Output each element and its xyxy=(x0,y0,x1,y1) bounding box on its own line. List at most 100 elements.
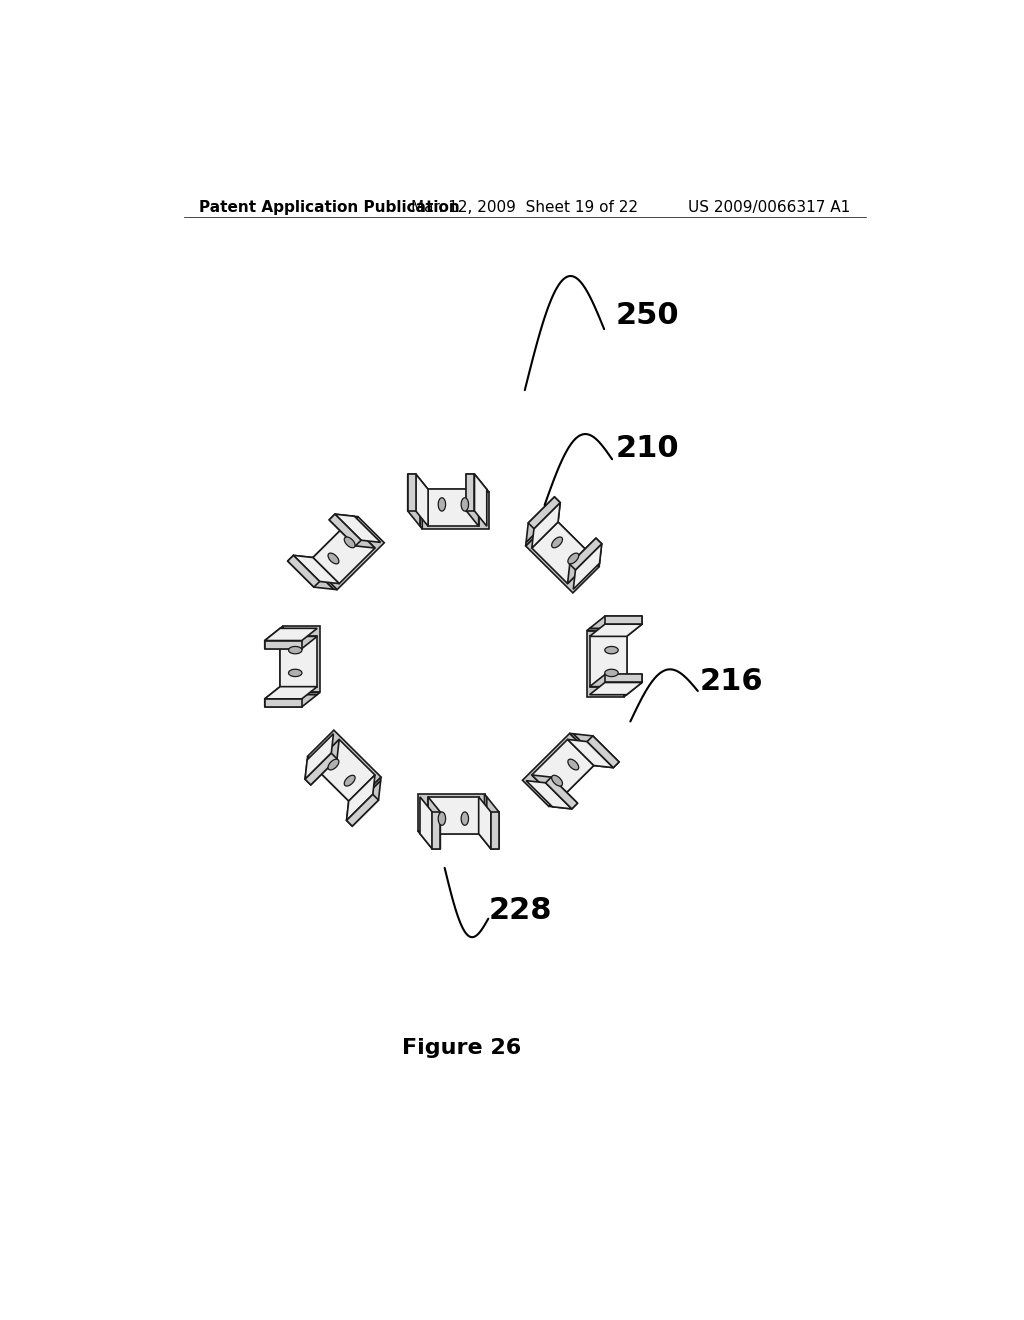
Polygon shape xyxy=(307,564,337,590)
Polygon shape xyxy=(526,780,571,809)
Polygon shape xyxy=(428,797,440,849)
Polygon shape xyxy=(568,553,579,564)
Polygon shape xyxy=(354,777,381,807)
Polygon shape xyxy=(590,616,642,628)
Polygon shape xyxy=(420,834,440,849)
Text: 210: 210 xyxy=(616,433,680,462)
Polygon shape xyxy=(567,739,613,768)
Polygon shape xyxy=(265,698,302,708)
Polygon shape xyxy=(552,537,562,548)
Polygon shape xyxy=(335,515,381,543)
Polygon shape xyxy=(344,537,355,548)
Polygon shape xyxy=(422,492,489,529)
Polygon shape xyxy=(346,801,354,826)
Polygon shape xyxy=(346,795,379,826)
Polygon shape xyxy=(420,797,432,849)
Polygon shape xyxy=(627,675,642,694)
Polygon shape xyxy=(289,647,302,653)
Polygon shape xyxy=(352,780,381,826)
Polygon shape xyxy=(587,628,627,631)
Polygon shape xyxy=(346,775,375,821)
Polygon shape xyxy=(307,730,381,803)
Polygon shape xyxy=(627,616,642,636)
Polygon shape xyxy=(590,624,642,636)
Polygon shape xyxy=(569,734,599,760)
Polygon shape xyxy=(265,628,281,648)
Polygon shape xyxy=(288,561,334,589)
Polygon shape xyxy=(289,669,302,677)
Polygon shape xyxy=(525,520,599,593)
Polygon shape xyxy=(265,694,317,708)
Polygon shape xyxy=(594,760,620,768)
Polygon shape xyxy=(428,490,478,527)
Polygon shape xyxy=(307,756,355,807)
Polygon shape xyxy=(484,795,486,834)
Polygon shape xyxy=(552,496,560,521)
Polygon shape xyxy=(573,544,602,589)
Text: US 2009/0066317 A1: US 2009/0066317 A1 xyxy=(688,199,850,215)
Polygon shape xyxy=(408,474,420,527)
Text: Mar. 12, 2009  Sheet 19 of 22: Mar. 12, 2009 Sheet 19 of 22 xyxy=(412,199,638,215)
Polygon shape xyxy=(305,734,334,779)
Polygon shape xyxy=(281,626,283,694)
Polygon shape xyxy=(605,647,618,653)
Polygon shape xyxy=(313,739,375,801)
Polygon shape xyxy=(305,754,337,785)
Polygon shape xyxy=(408,474,416,511)
Polygon shape xyxy=(528,496,560,528)
Polygon shape xyxy=(549,759,599,807)
Polygon shape xyxy=(408,474,428,490)
Polygon shape xyxy=(531,521,594,583)
Polygon shape xyxy=(478,834,499,849)
Polygon shape xyxy=(605,669,618,677)
Polygon shape xyxy=(522,734,596,807)
Polygon shape xyxy=(288,556,319,587)
Polygon shape xyxy=(478,797,490,849)
Polygon shape xyxy=(525,516,552,546)
Polygon shape xyxy=(265,686,317,698)
Polygon shape xyxy=(328,759,339,770)
Polygon shape xyxy=(420,490,422,529)
Polygon shape xyxy=(313,521,375,583)
Polygon shape xyxy=(552,801,578,809)
Polygon shape xyxy=(307,516,358,564)
Polygon shape xyxy=(265,640,302,648)
Polygon shape xyxy=(594,539,602,564)
Polygon shape xyxy=(265,628,317,640)
Polygon shape xyxy=(328,553,339,564)
Polygon shape xyxy=(283,626,321,693)
Polygon shape xyxy=(265,636,317,648)
Polygon shape xyxy=(265,686,281,708)
Polygon shape xyxy=(329,515,354,521)
Polygon shape xyxy=(624,628,627,697)
Polygon shape xyxy=(490,812,499,849)
Polygon shape xyxy=(305,760,313,785)
Text: Patent Application Publication: Patent Application Publication xyxy=(200,199,460,215)
Polygon shape xyxy=(310,739,339,785)
Polygon shape xyxy=(590,682,642,694)
Polygon shape xyxy=(466,474,478,527)
Polygon shape xyxy=(281,693,321,694)
Polygon shape xyxy=(466,474,486,490)
Polygon shape xyxy=(461,498,469,511)
Text: Figure 26: Figure 26 xyxy=(401,1038,521,1057)
Polygon shape xyxy=(531,503,560,548)
Polygon shape xyxy=(294,556,339,583)
Polygon shape xyxy=(567,539,596,583)
Polygon shape xyxy=(344,775,355,787)
Polygon shape xyxy=(329,515,361,546)
Polygon shape xyxy=(311,516,384,590)
Polygon shape xyxy=(438,812,445,825)
Polygon shape xyxy=(587,631,624,697)
Polygon shape xyxy=(526,496,554,543)
Polygon shape xyxy=(466,474,474,511)
Polygon shape xyxy=(605,675,642,682)
Polygon shape xyxy=(428,797,478,834)
Polygon shape xyxy=(590,636,627,686)
Polygon shape xyxy=(531,739,594,801)
Polygon shape xyxy=(418,795,484,830)
Polygon shape xyxy=(288,556,313,564)
Polygon shape xyxy=(420,490,489,492)
Polygon shape xyxy=(587,737,620,768)
Polygon shape xyxy=(418,830,486,834)
